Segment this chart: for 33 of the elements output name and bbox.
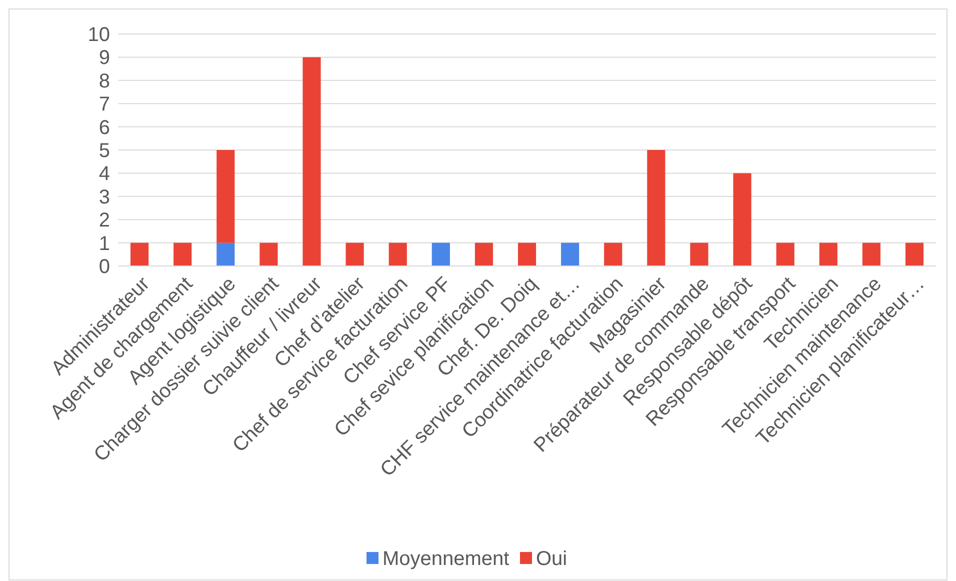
bar	[432, 242, 450, 266]
bar	[733, 173, 752, 266]
bar	[216, 242, 235, 266]
y-tick-label: 8	[98, 70, 110, 92]
y-tick-label: 7	[98, 94, 110, 116]
bar	[604, 242, 622, 266]
bar	[388, 242, 407, 266]
y-tick-label: 5	[98, 140, 110, 162]
y-tick-label: 4	[98, 163, 110, 186]
bar	[346, 242, 364, 266]
legend-label: Moyennement	[382, 548, 510, 570]
bar	[690, 242, 708, 266]
y-tick-label: 10	[88, 24, 110, 46]
bar	[260, 242, 278, 266]
y-tick-label: 1	[98, 232, 110, 255]
bar	[302, 57, 321, 266]
bar	[474, 242, 493, 266]
y-tick-label: 2	[98, 210, 110, 232]
y-tick-label: 9	[98, 47, 110, 70]
bar	[776, 242, 794, 266]
bar	[216, 150, 235, 243]
bar	[905, 242, 924, 266]
legend-label: Oui	[536, 548, 568, 570]
bar	[647, 150, 666, 266]
bar	[819, 242, 838, 266]
bar	[174, 242, 192, 266]
y-tick-label: 6	[98, 116, 110, 139]
bar	[518, 242, 536, 266]
bar	[561, 242, 580, 266]
y-tick-label: 3	[98, 186, 110, 208]
bar	[130, 242, 149, 266]
y-tick-label: 0	[98, 256, 110, 278]
bar	[862, 242, 880, 266]
